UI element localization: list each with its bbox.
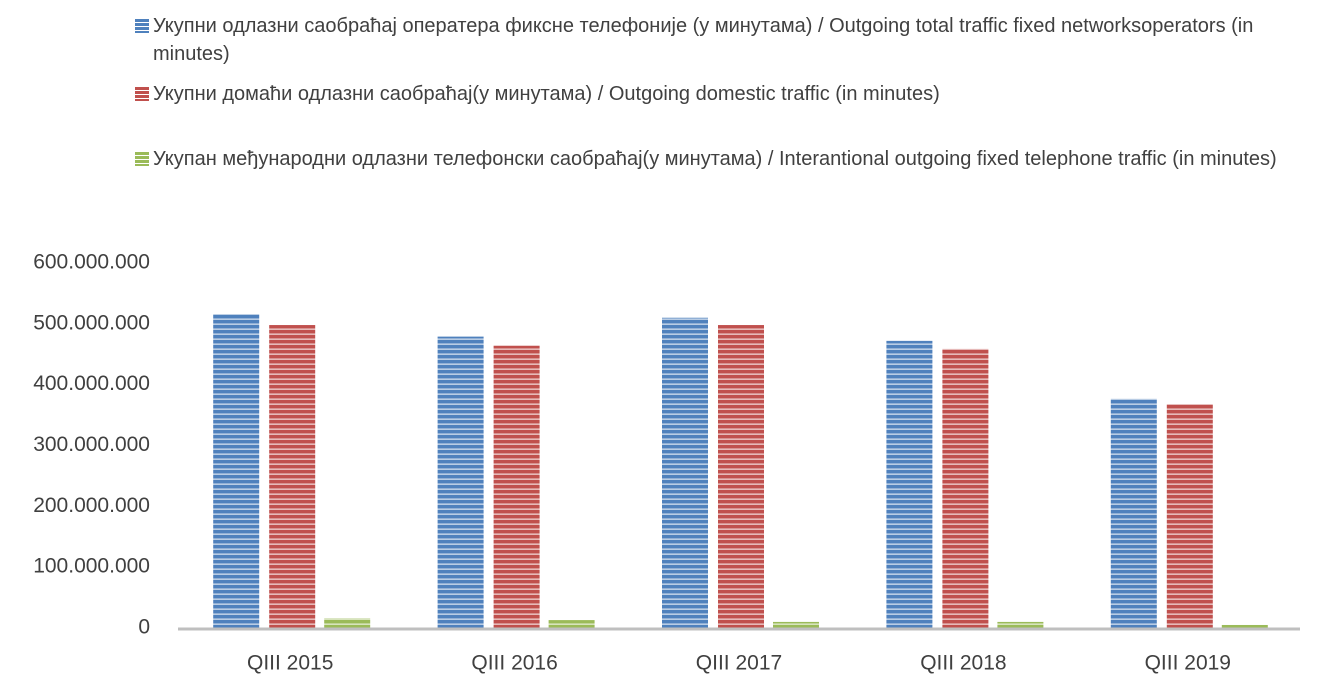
x-tick-label: QIII 2015 (247, 652, 333, 675)
y-tick-label: 500.000.000 (33, 311, 150, 334)
y-tick-label: 100.000.000 (33, 555, 150, 578)
y-tick-label: 300.000.000 (33, 433, 150, 456)
bar (886, 340, 933, 628)
bar (493, 345, 540, 628)
legend-label: Укупни домаћи одлазни саобраћај(у минута… (153, 83, 940, 105)
bar (997, 621, 1044, 628)
legend-entry: Укупан међународни одлазни телефонски са… (135, 145, 1323, 173)
bar (269, 325, 316, 628)
y-tick-label: 400.000.000 (33, 372, 150, 395)
bar (437, 336, 484, 628)
bar (324, 618, 371, 628)
legend-label: Укупан међународни одлазни телефонски са… (153, 148, 1277, 170)
legend-label: Укупни одлазни саобраћај оператера фиксн… (153, 15, 1254, 65)
x-tick-label: QIII 2017 (696, 652, 782, 675)
bar (1166, 404, 1213, 628)
bar (773, 621, 819, 628)
bar (942, 348, 989, 628)
bar (718, 325, 764, 628)
y-tick-label: 0 (138, 616, 150, 639)
bar (1110, 398, 1157, 628)
y-tick-label: 200.000.000 (33, 494, 150, 517)
legend-swatch (135, 87, 149, 101)
legend-swatch (135, 19, 149, 33)
legend-entry: Укупни одлазни саобраћај оператера фиксн… (135, 12, 1323, 68)
bar (548, 620, 595, 628)
y-tick-label: 600.000.000 (33, 251, 150, 274)
x-tick-label: QIII 2019 (1145, 652, 1231, 675)
bar (662, 317, 708, 628)
x-tick-label: QIII 2018 (920, 652, 1006, 675)
bar (1221, 624, 1268, 628)
bar (213, 314, 260, 628)
legend-swatch (135, 152, 149, 166)
x-tick-label: QIII 2016 (471, 652, 557, 675)
legend-entry: Укупни домаћи одлазни саобраћај(у минута… (135, 80, 1323, 108)
